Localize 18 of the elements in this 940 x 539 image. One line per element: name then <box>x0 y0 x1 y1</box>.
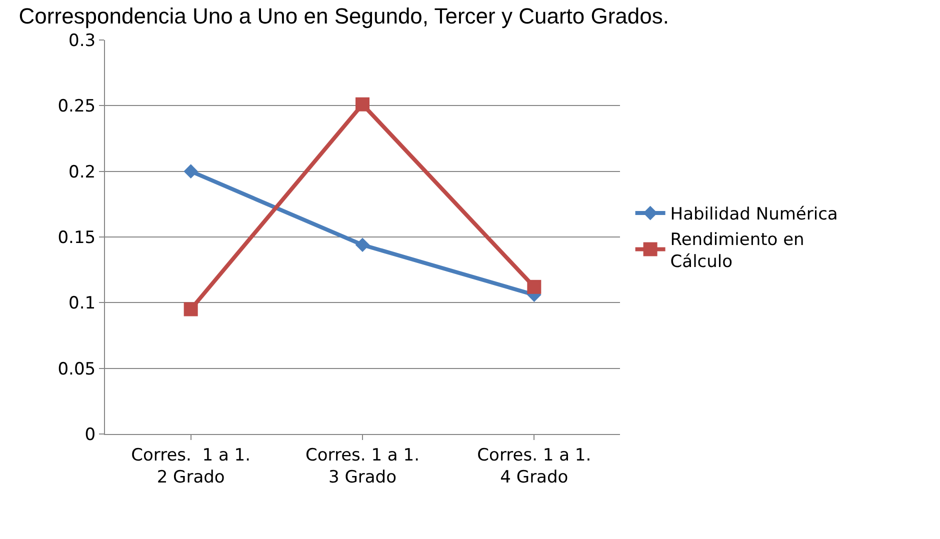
x-tick-label: Corres. 1 a 1. 2 Grado <box>131 445 251 488</box>
point <box>355 238 370 252</box>
y-tick-label: 0.3 <box>68 30 96 51</box>
point <box>184 164 198 178</box>
chart-title: Correspondencia Uno a Uno en Segundo, Tercer y Cuarto Grados. <box>18 3 670 28</box>
point <box>527 280 542 294</box>
point <box>356 97 370 112</box>
x-tick-label: Corres. 1 a 1. 4 Grado <box>477 445 592 488</box>
y-tick-label: 0 <box>84 424 96 445</box>
y-tick-label: 0.05 <box>58 359 96 380</box>
y-tick-label: 0.1 <box>68 294 96 314</box>
point <box>184 302 198 316</box>
y-tick-label: 0.2 <box>68 162 96 182</box>
legend-label: Rendimiento en Cálculo <box>670 230 804 272</box>
y-tick-label: 0.15 <box>58 228 96 248</box>
x-tick-label: Corres. 1 a 1. 3 Grado <box>306 445 420 488</box>
y-tick-label: 0.25 <box>58 96 96 117</box>
legend-label: Habilidad Numérica <box>670 204 838 225</box>
